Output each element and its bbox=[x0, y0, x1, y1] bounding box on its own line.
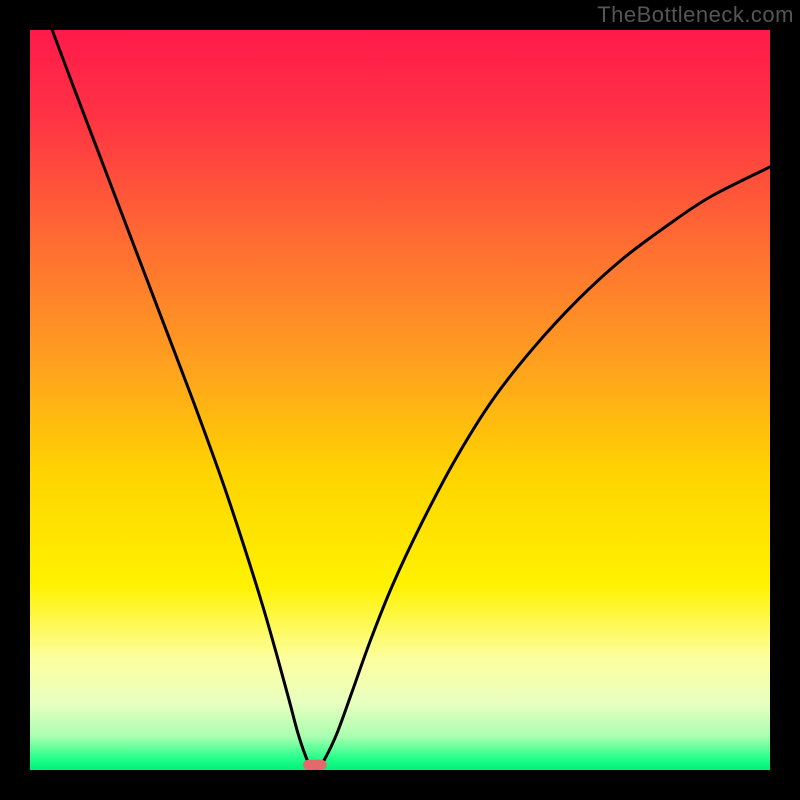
bottleneck-chart bbox=[0, 0, 800, 800]
minimum-marker bbox=[303, 760, 327, 770]
watermark-text: TheBottleneck.com bbox=[597, 2, 794, 28]
plot-background bbox=[30, 30, 770, 770]
chart-container: { "watermark": { "text": "TheBottleneck.… bbox=[0, 0, 800, 800]
